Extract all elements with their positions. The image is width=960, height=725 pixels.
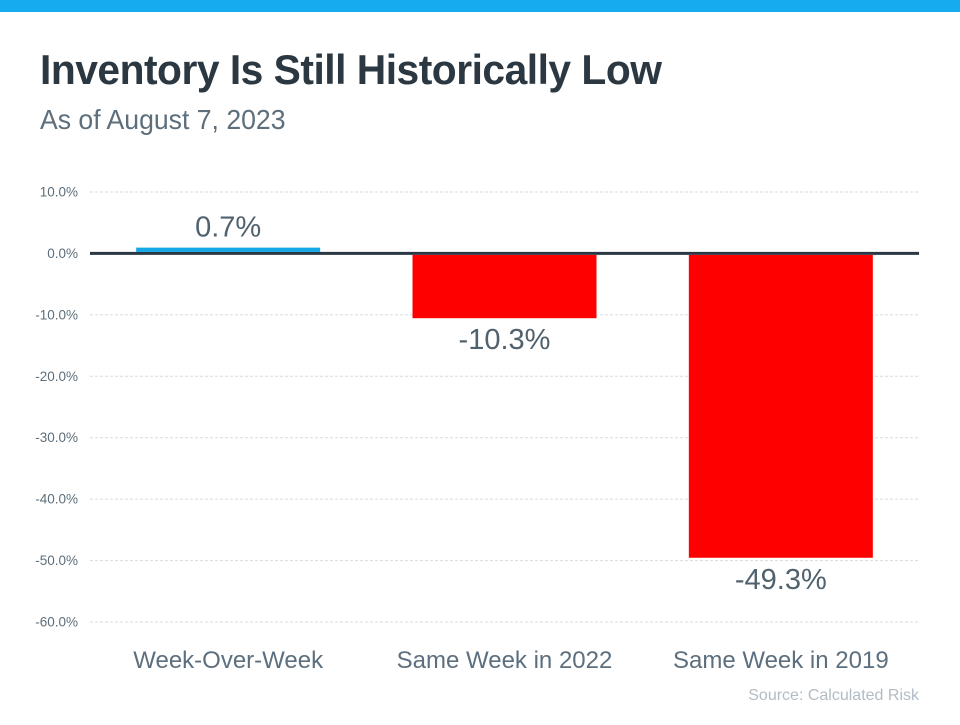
page-title: Inventory Is Still Historically Low [40, 46, 662, 93]
bar-value-label: -10.3% [459, 324, 551, 356]
y-axis-tick-label: 10.0% [40, 185, 78, 200]
y-axis-tick-label: -40.0% [35, 492, 78, 507]
y-axis-tick-label: -60.0% [35, 615, 78, 630]
y-axis-tick-label: -10.0% [35, 307, 78, 322]
page-subtitle: As of August 7, 2023 [40, 104, 286, 135]
source-note: Source: Calculated Risk [748, 687, 920, 704]
x-axis-category-label: Same Week in 2022 [397, 647, 613, 674]
bar-1 [136, 247, 321, 252]
bar-chart: 10.0% 0.0% -10.0% -20.0% -30.0% -40.0% -50.0% -… [0, 160, 960, 720]
bar-chart-canvas: 10.0% 0.0% -10.0% -20.0% -30.0% -40.0% -50.0% -… [35, 185, 920, 705]
bar-2 [412, 254, 597, 319]
x-axis-category-label: Same Week in 2019 [673, 647, 889, 674]
y-axis-tick-label: -50.0% [35, 553, 78, 568]
brand-accent-strip [0, 0, 960, 12]
bar-value-label: -49.3% [735, 564, 827, 596]
x-axis-category-label: Week-Over-Week [133, 647, 324, 674]
y-axis-tick-label: -30.0% [35, 430, 78, 445]
y-axis-tick-label: -20.0% [35, 369, 78, 384]
bar-3 [688, 254, 873, 558]
y-axis-tick-label: 0.0% [47, 246, 78, 261]
bar-value-label: 0.7% [195, 212, 261, 244]
